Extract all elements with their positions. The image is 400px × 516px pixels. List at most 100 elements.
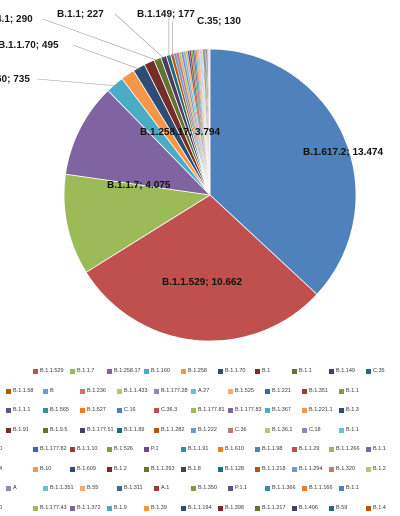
legend-swatch bbox=[107, 447, 112, 452]
legend-item: B.1.351 bbox=[302, 388, 328, 395]
legend-swatch bbox=[292, 447, 297, 452]
legend-swatch bbox=[265, 388, 270, 394]
legend-swatch bbox=[265, 427, 270, 433]
legend-item: B.1.1.266 bbox=[329, 446, 360, 453]
legend-label: B.1.149 bbox=[336, 368, 355, 374]
legend-label: B.1.2 bbox=[373, 465, 386, 472]
pie-chart: B.1.617.2; 13.474 B.1.1.529; 10.662 B.1.1.… bbox=[0, 9, 383, 342]
legend-item: B.1.1.7 bbox=[70, 368, 94, 375]
legend-item: B.1.1.89 bbox=[117, 427, 145, 434]
legend-swatch bbox=[144, 369, 149, 374]
legend-item: B.1.398 bbox=[218, 505, 244, 512]
legend-item: B.1.1.1 bbox=[6, 407, 30, 414]
legend-label: B.1.1.282 bbox=[161, 426, 185, 433]
legend-label: B.1.1.58 bbox=[13, 387, 34, 394]
slice-label-B.1.1: 4.1; 290 bbox=[0, 14, 33, 25]
legend-item: A.1 bbox=[154, 485, 169, 492]
legend-item: P.1.1 bbox=[228, 485, 247, 492]
legend-item: B.1.406 bbox=[292, 505, 318, 512]
legend-swatch bbox=[70, 447, 75, 452]
legend-label: B.1.311 bbox=[124, 485, 143, 491]
legend-swatch bbox=[329, 466, 334, 472]
legend-swatch bbox=[191, 427, 196, 433]
legend-swatch bbox=[228, 486, 233, 491]
legend-item: B.1.609 bbox=[70, 466, 96, 473]
legend-swatch bbox=[117, 427, 122, 433]
slice-label-B.1.1.7: B.1.1.7; 4.075 bbox=[107, 180, 171, 191]
legend-label: B.1.177.81 bbox=[198, 407, 225, 413]
legend-swatch bbox=[339, 427, 344, 433]
legend-label: B.1.221 bbox=[272, 387, 291, 394]
legend-item: C.16 bbox=[117, 407, 136, 414]
legend-label: B.1.1.98 bbox=[262, 446, 283, 452]
leader-lines bbox=[37, 13, 173, 87]
legend-swatch bbox=[117, 486, 122, 491]
legend-item: B.10 bbox=[33, 466, 51, 473]
legend-label: A.1 bbox=[161, 485, 170, 491]
legend-swatch bbox=[339, 388, 344, 394]
legend-label: B.1.221.1 bbox=[309, 407, 333, 413]
legend-item: 30 bbox=[0, 446, 2, 453]
legend-item: B.1.39 bbox=[144, 505, 167, 512]
legend-item: C.18 bbox=[302, 427, 321, 434]
legend-item: C.35 bbox=[366, 368, 385, 375]
legend-swatch bbox=[117, 388, 122, 394]
legend-swatch bbox=[339, 486, 344, 491]
legend-label: B.1.565 bbox=[50, 407, 69, 413]
legend-item: B.1.525 bbox=[228, 388, 254, 395]
legend-label: C.16 bbox=[124, 407, 136, 413]
legend-item: B.1.128 bbox=[218, 466, 244, 473]
slice-labels: B.1.617.2; 13.474 B.1.1.529; 10.662 B.1.1.… bbox=[0, 9, 383, 288]
legend-swatch bbox=[302, 408, 307, 413]
legend-label: B.1.258 bbox=[188, 368, 207, 374]
legend-item: B.1.1 bbox=[339, 388, 359, 395]
legend-item: B.1.1.366 bbox=[265, 485, 296, 492]
legend-swatch bbox=[191, 408, 196, 413]
legend-label: B.1.367 bbox=[272, 407, 291, 413]
pie-slice-B.1.1.7 bbox=[63, 173, 212, 273]
legend-item: B.1.527 bbox=[80, 407, 106, 414]
legend-swatch bbox=[339, 408, 344, 413]
legend-swatch bbox=[144, 505, 149, 511]
legend-label: B.1.1.529 bbox=[40, 368, 64, 374]
legend-label: B.1.258.17 bbox=[114, 368, 141, 374]
legend-swatch bbox=[43, 486, 48, 491]
legend-swatch bbox=[228, 408, 233, 413]
legend-label: B.1.2 bbox=[114, 465, 127, 472]
leader-line-B.1.1 bbox=[42, 18, 159, 61]
legend-label: C.35 bbox=[373, 368, 385, 374]
legend-label: 54 bbox=[0, 465, 3, 472]
legend-item: B.1.3 bbox=[339, 407, 359, 414]
legend-swatch bbox=[329, 447, 334, 452]
legend-swatch bbox=[218, 466, 223, 472]
legend-swatch bbox=[255, 369, 260, 374]
legend-label: B.1.1 bbox=[346, 426, 359, 433]
legend-swatch bbox=[292, 369, 297, 374]
legend-item: B.1.91 bbox=[6, 427, 29, 434]
legend-item: B.1.1.218 bbox=[255, 466, 286, 473]
legend-label: B.1.91 bbox=[13, 426, 29, 433]
legend-label: B.1.1.266 bbox=[336, 446, 360, 452]
legend-item: B.1.1 bbox=[366, 446, 386, 453]
legend-swatch bbox=[255, 505, 260, 511]
legend-label: B.1.9 bbox=[114, 504, 127, 511]
legend-item: B.1.1.166 bbox=[302, 485, 333, 492]
legend-swatch bbox=[366, 466, 371, 472]
legend-label: C.36 bbox=[235, 426, 247, 433]
legend-label: B.1 bbox=[262, 368, 271, 374]
legend-label: B.1.177.82 bbox=[40, 446, 67, 452]
legend-item: B.1.1 bbox=[292, 368, 312, 375]
legend-swatch bbox=[107, 505, 112, 511]
legend-item: B.1.222 bbox=[191, 427, 217, 434]
legend-swatch bbox=[329, 369, 334, 374]
legend-label: B.10 bbox=[40, 465, 52, 472]
legend-item: B.1.160 bbox=[144, 368, 170, 375]
legend-label: B.1.4 bbox=[373, 504, 386, 511]
legend-label: B.1.1.1 bbox=[13, 407, 31, 413]
legend-swatch bbox=[181, 369, 186, 374]
legend-item: B.1.177.28 bbox=[154, 388, 188, 395]
legend-item: B.1.2 bbox=[107, 466, 127, 473]
legend-item: B.1.177.51 bbox=[80, 427, 114, 434]
legend-item: B.55 bbox=[80, 485, 98, 492]
legend-swatch bbox=[292, 505, 297, 511]
